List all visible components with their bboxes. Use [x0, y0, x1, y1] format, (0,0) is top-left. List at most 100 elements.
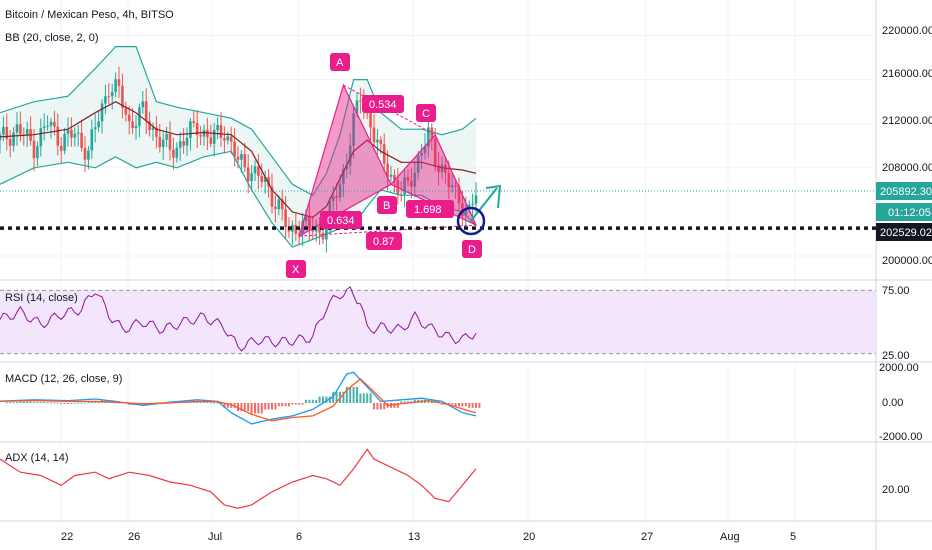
candle-body — [267, 177, 270, 187]
pattern-point-c[interactable]: C — [416, 104, 436, 122]
macd-histogram-bar — [349, 386, 352, 403]
macd-histogram-bar — [226, 403, 229, 408]
time-label-27: 27 — [641, 531, 653, 543]
macd-histogram-bar — [478, 403, 481, 408]
candle-body — [236, 156, 240, 160]
candle-body — [206, 129, 209, 138]
candle-body — [36, 146, 39, 159]
candle-body — [393, 174, 396, 181]
candle-body — [277, 199, 281, 210]
candle-body — [427, 127, 430, 147]
price-tick-220000: 220000.00 — [882, 25, 932, 37]
time-label-aug: Aug — [720, 531, 740, 543]
candle-body — [202, 129, 206, 137]
bollinger-upper-line — [0, 46, 477, 197]
macd-histogram-bar — [250, 403, 253, 414]
candle-body — [284, 209, 287, 227]
macd-tick-0: 0.00 — [882, 397, 903, 409]
candle-body — [318, 225, 321, 233]
ratio-bcd: 1.698 — [414, 204, 442, 216]
price-pane[interactable] — [0, 46, 876, 253]
ratio-tag-abc[interactable]: 0.534 — [362, 95, 404, 113]
price-tick-208000: 208000.00 — [882, 162, 932, 174]
candle-body — [260, 175, 264, 183]
candle-body — [253, 166, 257, 174]
macd-histogram-bar — [369, 393, 372, 403]
macd-histogram-bar — [233, 403, 236, 408]
candle-body — [437, 165, 440, 173]
macd-pane[interactable] — [0, 371, 481, 425]
candle-body — [42, 126, 46, 129]
candle-body — [32, 140, 36, 159]
pattern-point-b[interactable]: B — [377, 196, 397, 214]
candle-body — [335, 196, 338, 198]
candle-body — [148, 120, 151, 130]
pattern-point-a[interactable]: A — [330, 53, 350, 71]
candle-body — [274, 206, 277, 210]
candle-body — [141, 101, 145, 108]
candle-body — [226, 136, 230, 141]
macd-histogram-bar — [39, 402, 42, 404]
candle-body — [257, 166, 260, 176]
rsi-indicator-label[interactable]: RSI (14, close) — [5, 292, 78, 304]
macd-histogram-bar — [403, 401, 406, 403]
candle-body — [382, 144, 386, 164]
candle-body — [195, 123, 199, 136]
target-arrow-icon[interactable] — [469, 184, 502, 223]
candle-body — [172, 149, 175, 158]
target-circle[interactable] — [456, 206, 486, 236]
macd-histogram-bar — [12, 402, 15, 404]
ratio-tag-xab[interactable]: 0.634 — [320, 211, 362, 229]
candle-body — [270, 186, 274, 207]
candle-body — [127, 114, 131, 122]
macd-histogram-bar — [352, 386, 355, 403]
macd-histogram-bar — [223, 403, 226, 408]
ratio-tag-bcd[interactable]: 1.698 — [406, 200, 454, 218]
candle-body — [138, 107, 141, 126]
candle-body — [450, 185, 454, 188]
candle-body — [342, 169, 345, 185]
candle-body — [359, 100, 362, 102]
pattern-point-d[interactable]: D — [462, 240, 482, 258]
candle-body — [199, 135, 202, 137]
candle-body — [403, 177, 406, 195]
candle-body — [53, 121, 56, 127]
macd-histogram-bar — [291, 403, 294, 405]
price-tick-200000: 200000.00 — [882, 255, 932, 267]
candle-body — [250, 173, 253, 182]
candle-body — [97, 121, 100, 128]
candle-body — [168, 133, 172, 150]
macd-histogram-bar — [230, 403, 233, 408]
macd-line — [0, 371, 477, 425]
candle-body — [39, 128, 43, 147]
candle-body — [165, 133, 168, 140]
macd-tick-neg2000: -2000.00 — [879, 431, 922, 443]
macd-histogram-bar — [46, 402, 49, 404]
macd-signal-line — [0, 378, 477, 422]
candle-body — [121, 85, 124, 108]
ratio-xab: 0.634 — [327, 215, 355, 227]
candle-body — [416, 155, 420, 173]
macd-histogram-bar — [36, 402, 39, 404]
adx-indicator-label[interactable]: ADX (14, 14) — [5, 452, 69, 464]
candle-body — [291, 224, 294, 232]
adx-pane[interactable] — [0, 448, 477, 509]
macd-histogram-bar — [335, 391, 338, 403]
candle-body — [280, 199, 284, 210]
pattern-point-x[interactable]: X — [286, 260, 306, 278]
rsi-pane[interactable] — [0, 286, 876, 355]
candle-body — [19, 124, 22, 135]
macd-histogram-bar — [70, 403, 73, 404]
ratio-tag-xad[interactable]: 0.87 — [366, 232, 402, 250]
macd-histogram-bar — [461, 403, 464, 407]
symbol-title[interactable]: Bitcoin / Mexican Peso, 4h, BITSO — [5, 9, 174, 21]
candle-body — [433, 138, 437, 166]
candle-body — [70, 129, 73, 138]
macd-histogram-bar — [396, 403, 399, 408]
macd-indicator-label[interactable]: MACD (12, 26, close, 9) — [5, 373, 122, 385]
macd-histogram-bar — [379, 403, 382, 410]
macd-histogram-bar — [284, 403, 287, 407]
bb-indicator-label[interactable]: BB (20, close, 2, 0) — [5, 32, 99, 44]
candle-body — [192, 121, 196, 124]
